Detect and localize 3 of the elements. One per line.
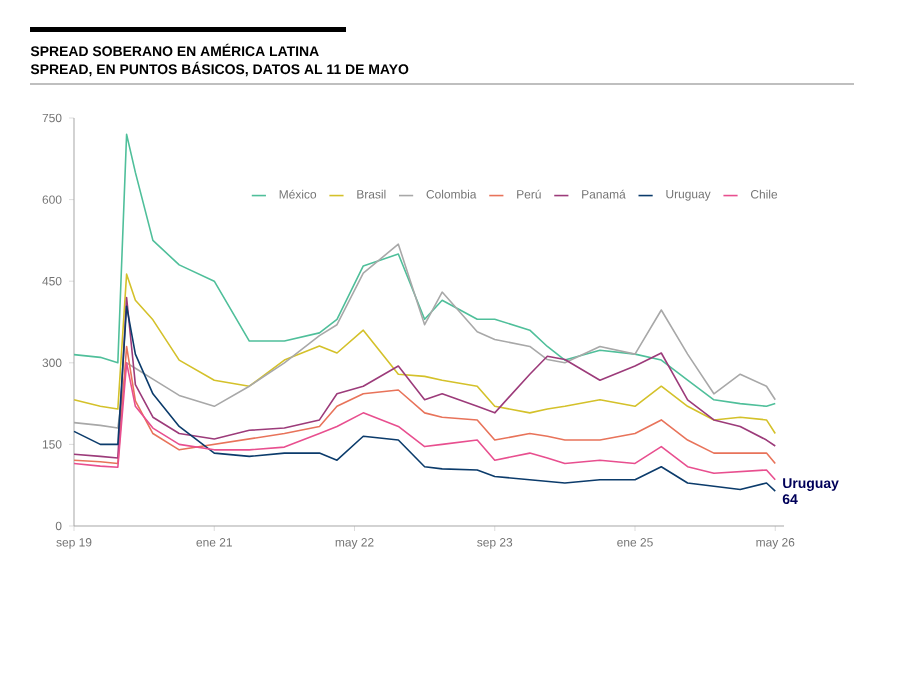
line-series [73,273,777,435]
line-series [73,296,777,459]
line-series [73,133,777,408]
